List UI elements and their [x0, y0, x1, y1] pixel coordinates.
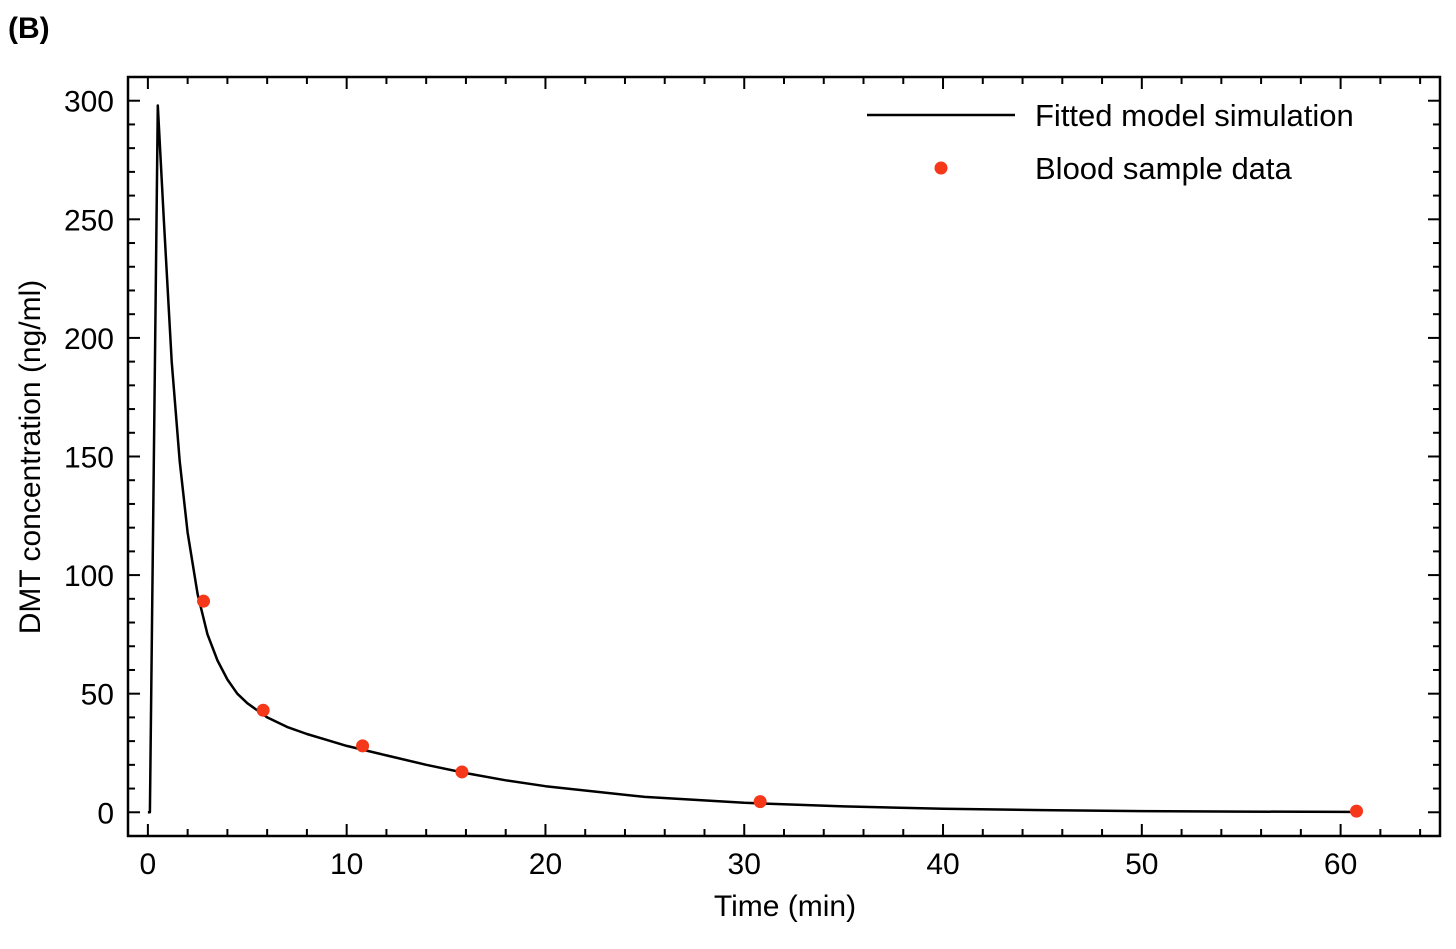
blood-sample-point: [197, 594, 211, 608]
legend-dot-swatch: [934, 161, 948, 175]
y-tick-label: 200: [64, 323, 114, 356]
x-tick-label: 40: [926, 848, 959, 881]
plot-border: [126, 75, 1442, 838]
legend-label-blood-sample: Blood sample data: [1035, 151, 1293, 186]
x-axis: 0 10 20 30 40 50 60: [140, 77, 1422, 881]
y-tick-label: 0: [97, 797, 114, 830]
blood-sample-point: [356, 739, 370, 753]
y-axis-label: DMT concentration (ng/ml): [14, 280, 47, 635]
fitted-model-line: [147, 104, 1361, 814]
x-tick-label: 10: [330, 848, 363, 881]
y-axis: 0 50 100 150 200 250 300: [64, 86, 1440, 830]
x-tick-label: 30: [728, 848, 761, 881]
x-axis-label: Time (min): [714, 890, 856, 923]
y-tick-label: 150: [64, 442, 114, 475]
plot-frame: [126, 75, 1442, 838]
x-tick-label: 20: [529, 848, 562, 881]
y-tick-label: 100: [64, 560, 114, 593]
y-tick-label: 300: [64, 86, 114, 119]
legend: Fitted model simulation Blood sample data: [867, 98, 1354, 186]
y-tick-label: 250: [64, 204, 114, 237]
x-tick-label: 60: [1324, 848, 1357, 881]
blood-sample-point: [1350, 804, 1364, 818]
blood-sample-point: [455, 765, 469, 779]
legend-label-fitted-model: Fitted model simulation: [1035, 98, 1354, 133]
x-tick-label: 0: [140, 848, 157, 881]
blood-sample-point: [753, 795, 767, 809]
y-tick-label: 50: [81, 679, 114, 712]
blood-sample-point: [256, 703, 270, 717]
panel-label: (B): [8, 12, 50, 45]
x-tick-label: 50: [1125, 848, 1158, 881]
series-layer: [147, 104, 1364, 818]
